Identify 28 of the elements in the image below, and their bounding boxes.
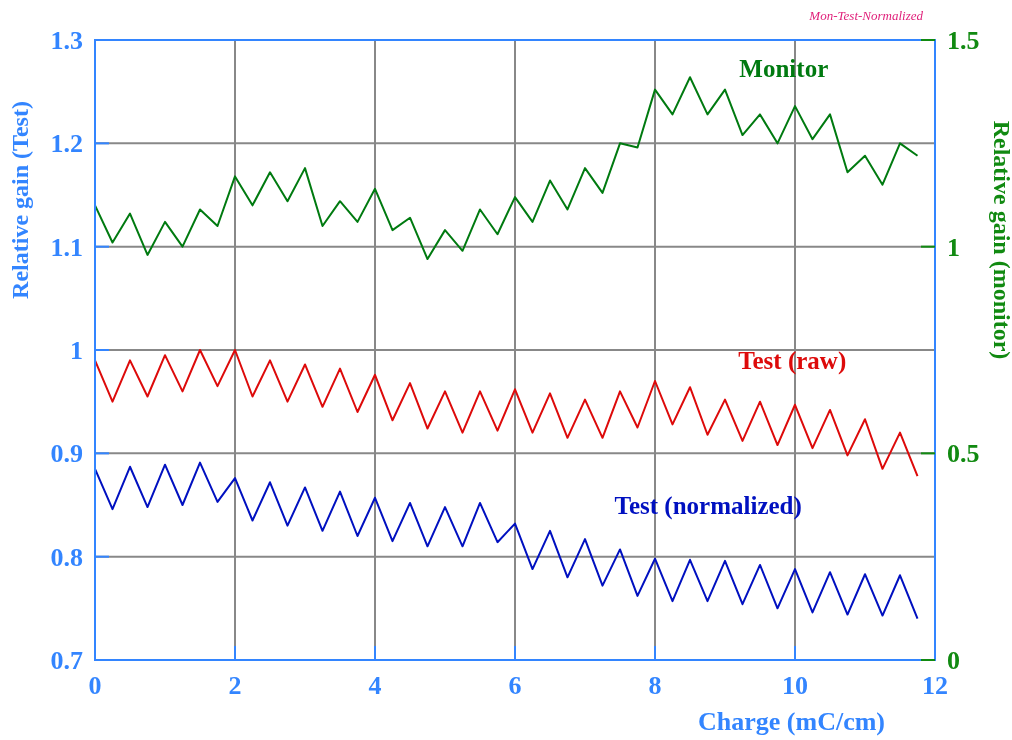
y2-tick-label: 0 xyxy=(947,646,960,675)
text: Mon-Test-Normalized xyxy=(808,8,924,23)
line-series xyxy=(94,461,919,620)
y-tick-label: 1.3 xyxy=(50,26,83,55)
y-tick-label: 1.2 xyxy=(50,129,83,159)
x-tick-label: 0 xyxy=(88,671,102,700)
x-tick-label: 12 xyxy=(922,671,948,700)
series-label: Test (raw) xyxy=(738,346,847,375)
y-axis-title: Relative gain (Test) xyxy=(7,101,33,299)
y2-tick-label: 1.5 xyxy=(947,26,980,55)
y2-tick-label: 0.5 xyxy=(947,439,980,469)
x-tick-label: 2 xyxy=(228,671,242,700)
x-tick-label: 6 xyxy=(508,671,522,700)
y-tick-label: 0.9 xyxy=(50,439,83,469)
y-tick-label: 0.7 xyxy=(50,646,83,675)
y-tick-label: 1.1 xyxy=(50,232,83,262)
x-tick-label: 10 xyxy=(782,671,808,700)
y-tick-label: 0.8 xyxy=(50,542,83,572)
series-label: Monitor xyxy=(739,55,829,83)
y2-tick-label: 1 xyxy=(947,232,960,262)
line-series xyxy=(94,76,919,261)
x-axis-title: Charge (mC/cm) xyxy=(698,707,885,736)
series-label: Test (normalized) xyxy=(614,492,802,521)
x-tick-label: 8 xyxy=(648,671,662,700)
y2-axis-title: Relative gain (monitor) xyxy=(989,120,1012,360)
x-tick-label: 4 xyxy=(368,671,382,700)
line-series xyxy=(94,349,919,478)
y-tick-label: 1 xyxy=(70,336,83,365)
